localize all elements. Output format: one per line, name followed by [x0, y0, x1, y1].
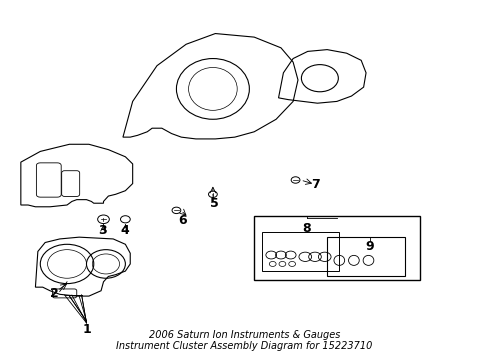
- Text: 9: 9: [365, 240, 373, 253]
- Text: 2: 2: [49, 287, 58, 300]
- Text: 6: 6: [178, 213, 186, 226]
- Bar: [254, 216, 419, 280]
- Text: 5: 5: [209, 197, 218, 210]
- Text: 1: 1: [82, 323, 91, 336]
- Text: 8: 8: [302, 222, 310, 235]
- Text: 2006 Saturn Ion Instruments & Gauges
Instrument Cluster Assembly Diagram for 152: 2006 Saturn Ion Instruments & Gauges Ins…: [116, 330, 372, 351]
- Bar: [261, 232, 339, 271]
- Text: 3: 3: [98, 224, 106, 237]
- Text: 4: 4: [120, 224, 128, 237]
- Bar: [326, 237, 404, 276]
- Text: 7: 7: [310, 178, 319, 191]
